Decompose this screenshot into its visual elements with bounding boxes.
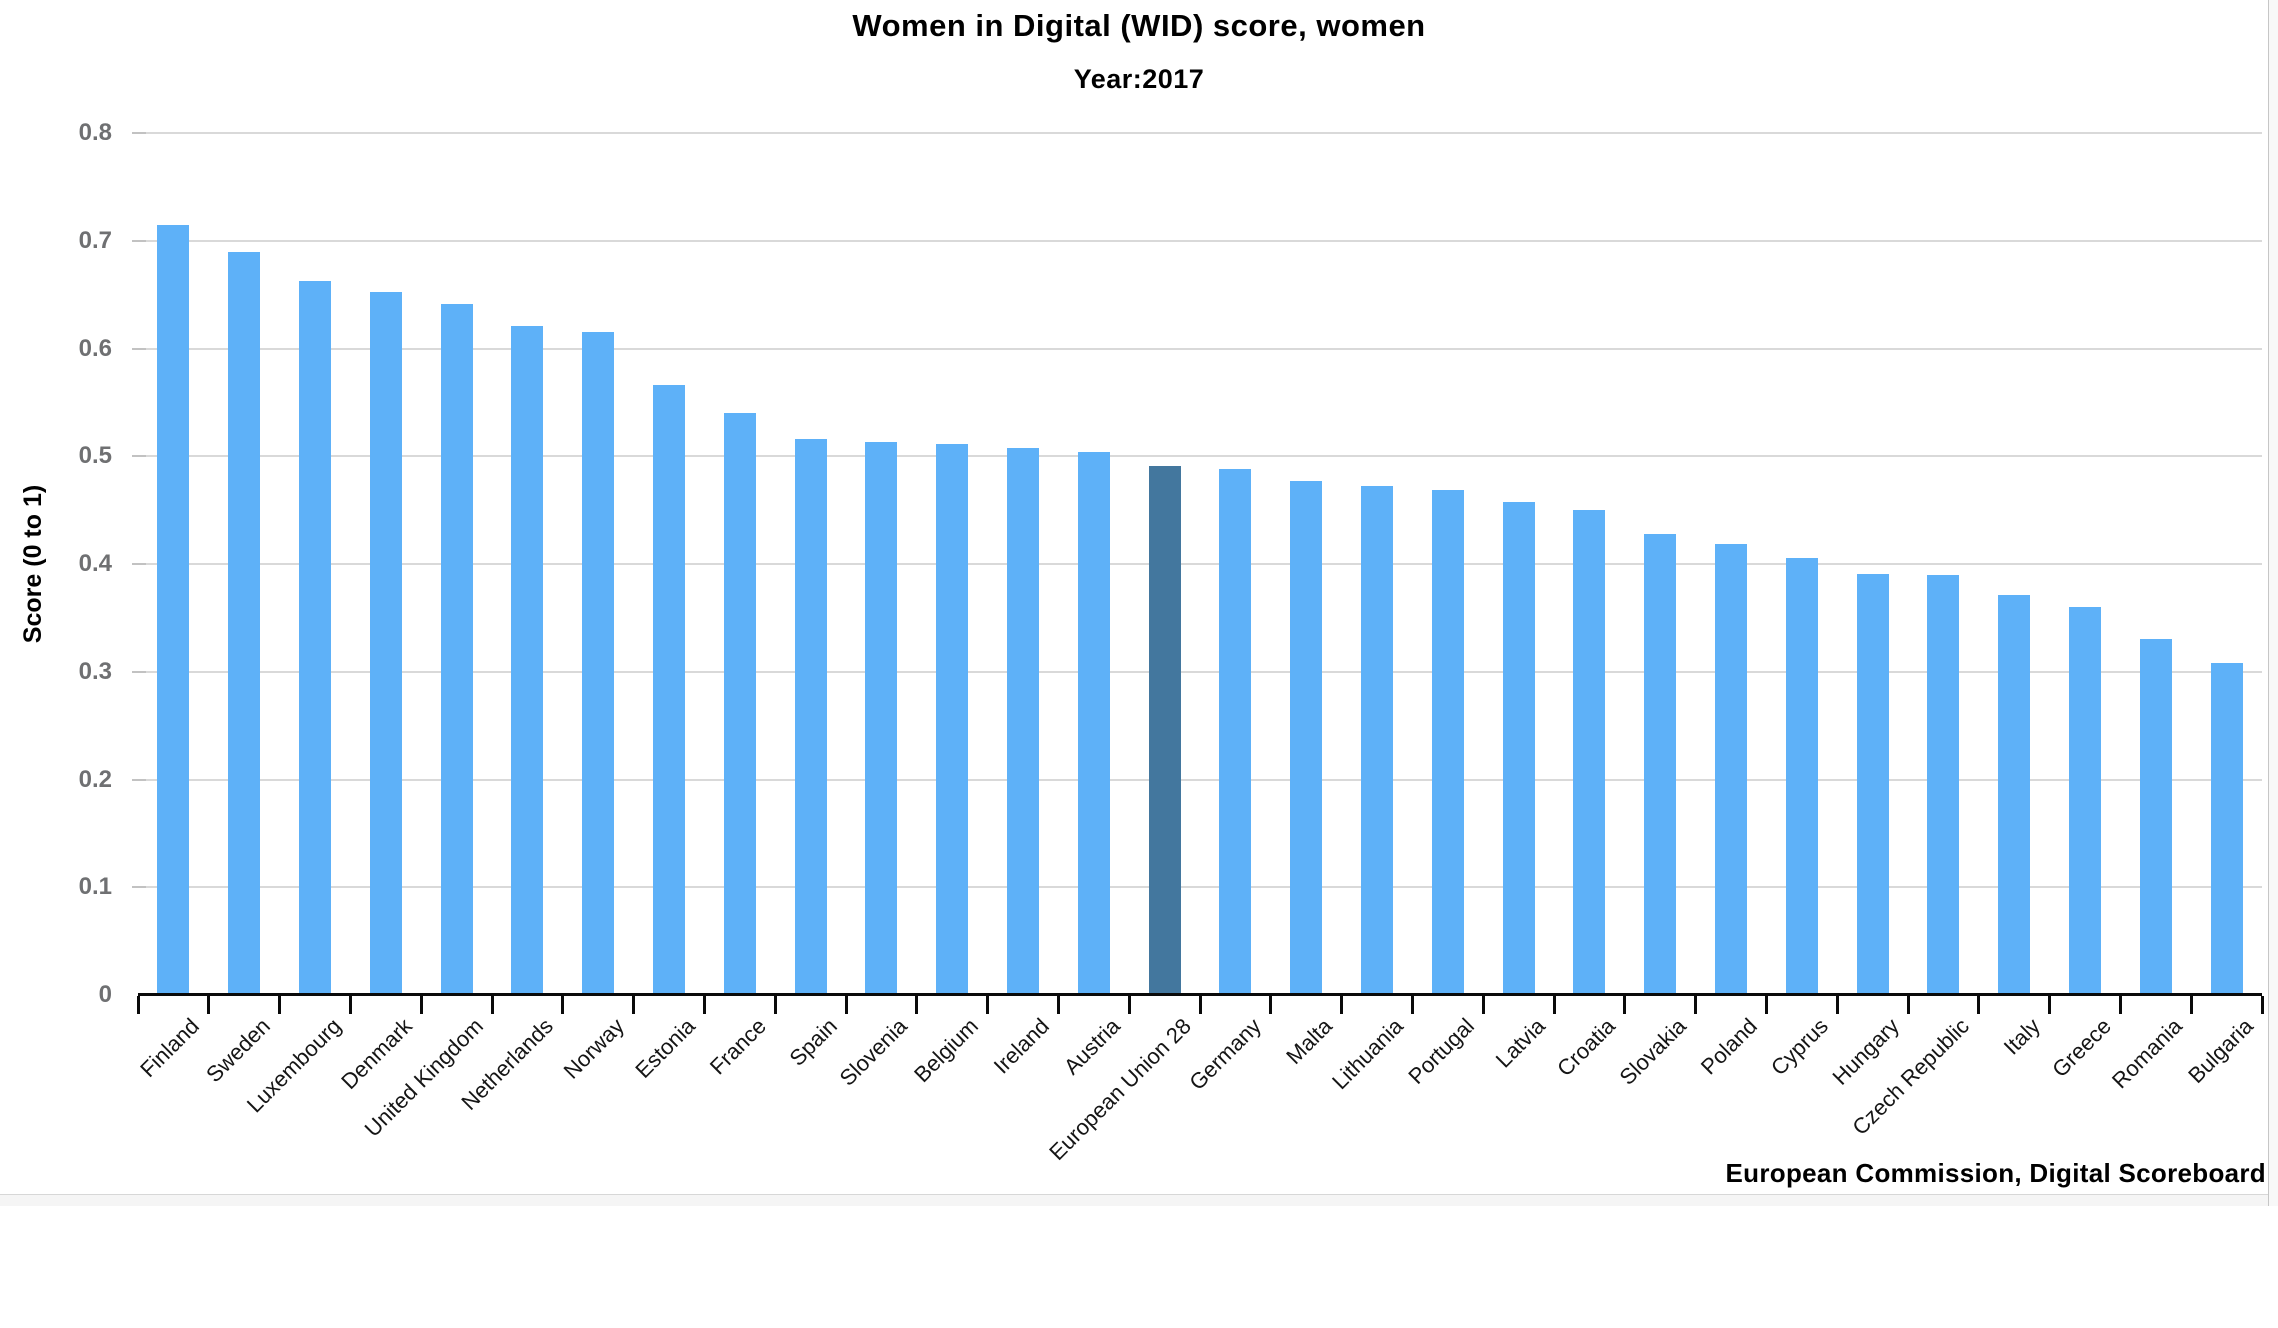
bar-luxembourg[interactable] [299,280,331,995]
y-tick-label-0-7: 0.7 [78,226,112,254]
bar-france[interactable] [723,413,756,995]
bar-finland[interactable] [157,224,190,995]
bar-italy[interactable] [1998,595,2031,995]
y-axis-tick-0-3 [132,670,146,673]
bar-norway[interactable] [582,332,615,995]
bar-netherlands[interactable] [511,325,544,995]
x-axis-tick [1340,996,1344,1014]
x-axis-tick [207,996,211,1014]
x-axis-tick [1127,996,1131,1014]
x-axis-tick [2048,996,2052,1014]
bar-croatia[interactable] [1573,510,1606,995]
x-axis-tick [1694,996,1698,1014]
y-tick-label-0-1: 0.1 [78,873,112,901]
bar-spain[interactable] [794,439,827,995]
x-axis-tick [419,996,423,1014]
horizontal-scrollbar-track[interactable] [0,1194,2278,1206]
y-gridline-0-8 [138,132,2262,134]
vertical-scrollbar-track[interactable] [2268,0,2278,1206]
x-axis-tick [1269,996,1273,1014]
bar-lithuania[interactable] [1361,486,1393,995]
y-gridline-0-3 [138,670,2262,673]
bar-germany[interactable] [1219,469,1252,995]
bar-austria[interactable] [1077,451,1110,995]
bar-estonia[interactable] [653,385,685,995]
bar-slovenia[interactable] [865,442,898,995]
bar-hungary[interactable] [1856,573,1889,995]
x-axis-tick [915,996,919,1014]
x-axis-tick [773,996,777,1014]
x-axis-tick [490,996,494,1014]
x-axis-tick [2260,996,2264,1014]
y-gridline-0-4 [138,563,2262,565]
bar-cyprus[interactable] [1785,557,1818,995]
x-axis-tick [1410,996,1414,1014]
bar-ireland[interactable] [1007,447,1039,995]
y-axis-tick-0-5 [132,455,146,458]
y-tick-label-0: 0 [98,981,112,1008]
y-tick-label-0-2: 0.2 [78,765,112,793]
x-axis-tick [2189,996,2193,1014]
x-axis-tick [1623,996,1627,1014]
bar-latvia[interactable] [1502,501,1535,995]
bar-sweden[interactable] [228,251,261,995]
x-axis-tick [1977,996,1981,1014]
x-axis-line [138,993,2262,996]
x-axis-tick [844,996,848,1014]
x-axis-tick [1906,996,1910,1014]
y-tick-label-0-6: 0.6 [78,334,112,362]
x-axis-tick [348,996,352,1014]
bar-portugal[interactable] [1431,489,1464,995]
x-axis-tick [702,996,706,1014]
x-axis-tick [561,996,565,1014]
bar-malta[interactable] [1290,481,1323,995]
y-gridline-0-5 [138,455,2262,458]
bar-romania[interactable] [2139,639,2172,995]
x-axis-tick [632,996,636,1014]
y-axis-tick-0-7 [132,239,146,242]
y-gridline-0-2 [138,778,2262,781]
x-axis-tick [1056,996,1060,1014]
y-axis-tick-0-4 [132,563,146,565]
y-tick-label-0-4: 0.4 [78,550,112,577]
y-gridline-0-1 [138,886,2262,889]
y-axis-tick-0-2 [132,778,146,781]
x-axis-tick [986,996,990,1014]
bar-denmark[interactable] [369,292,402,995]
bar-bulgaria[interactable] [2210,663,2243,995]
x-axis-tick [1552,996,1556,1014]
x-axis-tick [278,996,282,1014]
y-axis-tick-0-1 [132,886,146,889]
bar-greece[interactable] [2069,607,2101,995]
y-gridline-0-7 [138,239,2262,242]
x-axis-tick [1198,996,1202,1014]
bar-united-kingdom[interactable] [440,304,473,995]
bar-slovakia[interactable] [1644,533,1677,995]
x-axis-tick [136,996,140,1014]
y-tick-label-0-5: 0.5 [78,442,112,470]
y-tick-label-0-3: 0.3 [78,657,112,685]
y-axis-tick-0-8 [132,132,146,134]
source-credit: European Commission, Digital Scoreboard [1725,1158,2266,1188]
chart-subtitle: Year:2017 [1073,64,1205,94]
bar-belgium[interactable] [936,444,969,995]
x-axis-tick [1835,996,1839,1014]
bar-european-union-28[interactable] [1148,465,1181,995]
wid-score-chart-page: { "header": { "title": "Women in Digital… [0,0,2278,1206]
x-axis-tick [1481,996,1485,1014]
chart-title: Women in Digital (WID) score, women [852,8,1426,43]
y-axis-tick-0-6 [132,347,146,350]
bar-czech-republic[interactable] [1927,574,1960,995]
y-tick-label-0-8: 0.8 [78,119,112,146]
y-gridline-0-6 [138,347,2262,350]
x-axis-tick [1764,996,1768,1014]
bar-poland[interactable] [1715,543,1747,995]
x-axis-tick [2118,996,2122,1014]
